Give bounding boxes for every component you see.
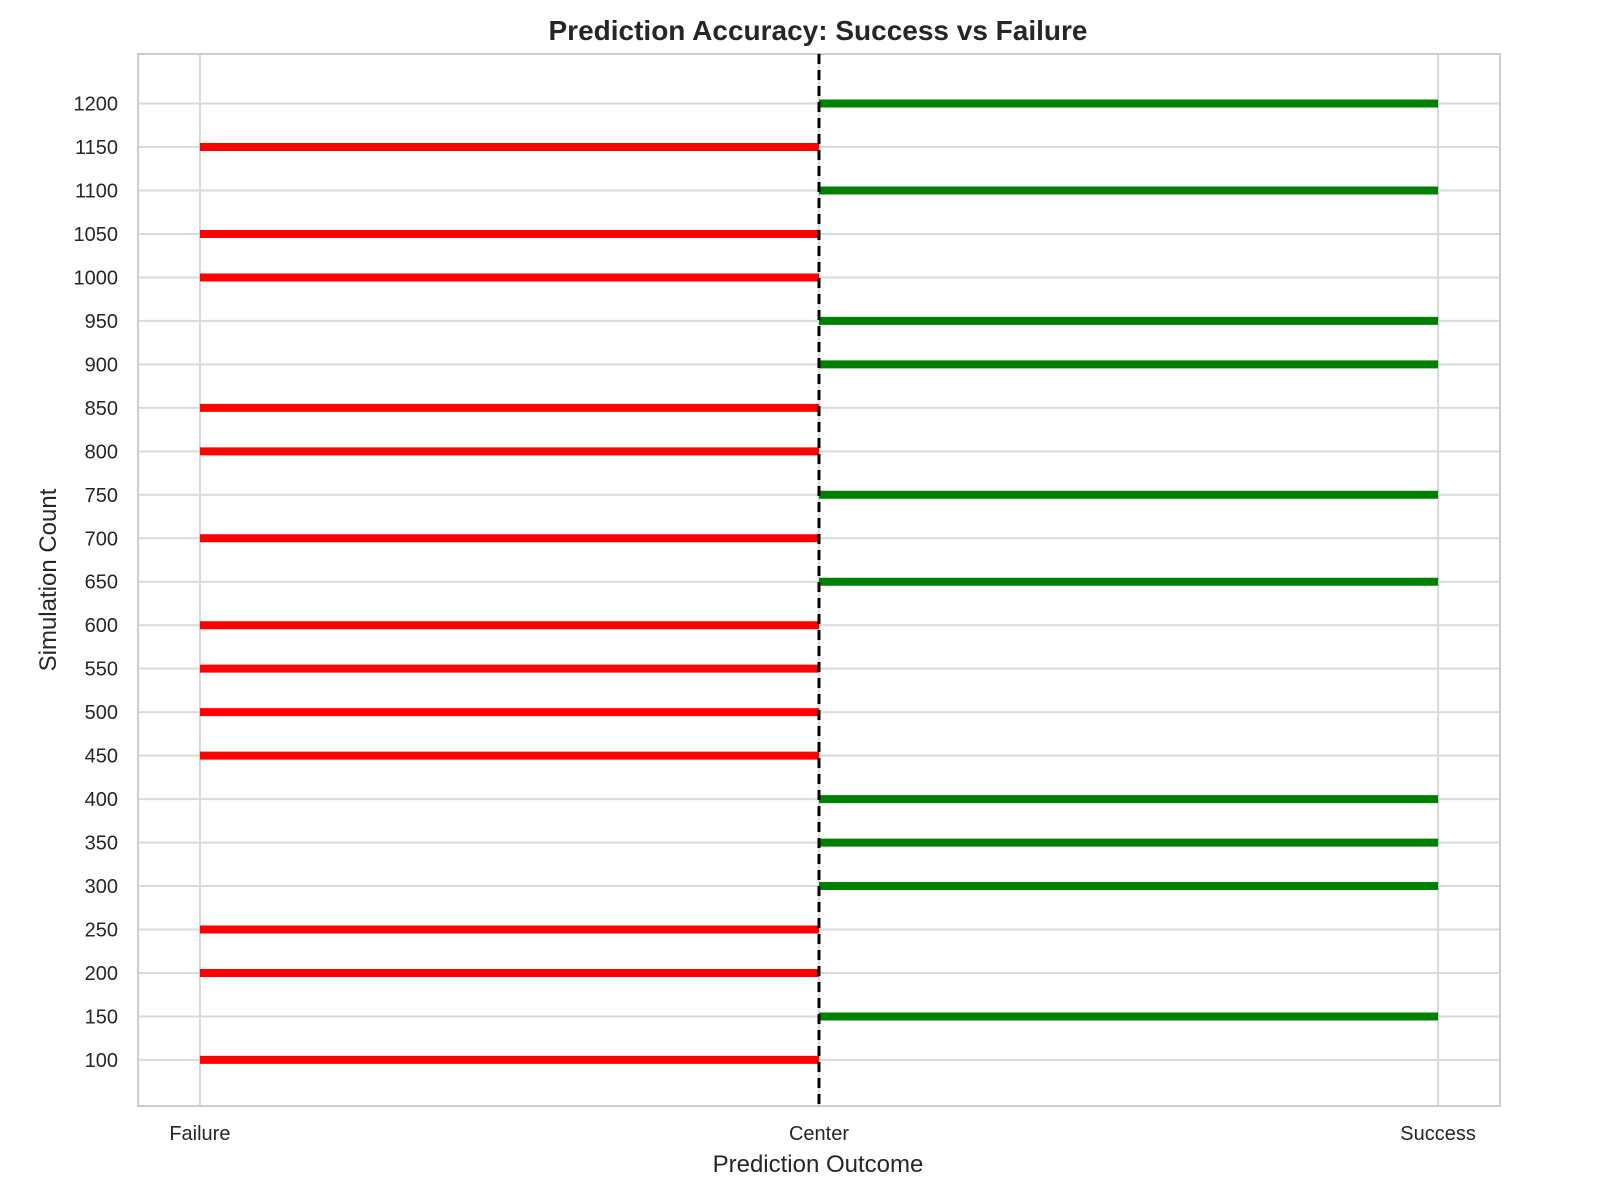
x-tick-label: Success [1400, 1123, 1476, 1145]
y-tick-label: 950 [85, 311, 118, 333]
y-tick-label: 100 [85, 1050, 118, 1072]
y-tick-label: 900 [85, 354, 118, 376]
y-tick-label: 150 [85, 1006, 118, 1028]
y-axis-label: Simulation Count [35, 488, 62, 671]
y-axis-ticks: 100 150 200 250 300 350 400 450 500 550 600 650 700 7… [74, 94, 119, 1072]
y-tick-label: 300 [85, 876, 118, 898]
y-tick-label: 1200 [74, 94, 119, 116]
y-tick-label: 750 [85, 485, 118, 507]
y-tick-label: 400 [85, 789, 118, 811]
bars [199, 99, 1439, 1064]
y-tick-label: 250 [85, 920, 118, 942]
y-tick-label: 1050 [74, 224, 119, 246]
y-tick-label: 700 [85, 528, 118, 550]
y-tick-label: 650 [85, 572, 118, 594]
x-tick-label: Center [789, 1123, 849, 1145]
y-tick-label: 600 [85, 615, 118, 637]
x-axis-label: Prediction Outcome [713, 1151, 924, 1178]
chart-title: Prediction Accuracy: Success vs Failure [549, 15, 1088, 46]
y-tick-label: 850 [85, 398, 118, 420]
y-tick-label: 1000 [74, 267, 119, 289]
y-tick-label: 200 [85, 963, 118, 985]
x-axis-ticks: Failure Center Success [169, 1123, 1476, 1145]
y-tick-label: 550 [85, 659, 118, 681]
y-tick-label: 1100 [75, 180, 118, 202]
y-tick-label: 1150 [75, 137, 118, 159]
y-tick-label: 450 [85, 746, 118, 768]
y-tick-label: 350 [85, 833, 118, 855]
x-tick-label: Failure [169, 1123, 230, 1145]
y-tick-label: 500 [85, 702, 118, 724]
y-tick-label: 800 [85, 441, 118, 463]
